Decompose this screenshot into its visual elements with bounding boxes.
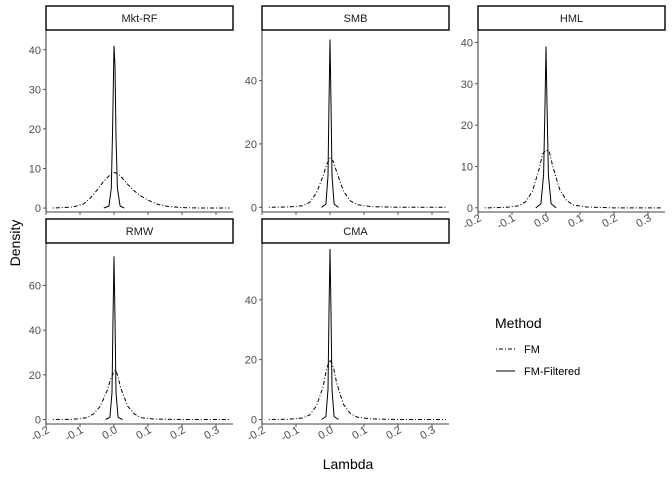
x-tick-label: 0.3 [202,424,221,442]
y-tick-label: 40 [245,76,257,88]
y-tick-label: 20 [29,124,41,136]
facet-strip [477,5,666,31]
y-tick-label: 0 [251,415,257,427]
facet-strip [45,5,234,31]
y-tick-label: 40 [245,295,257,307]
y-tick-label: 20 [29,370,41,382]
x-tick-label: 0.3 [418,424,437,442]
y-tick-label: 30 [461,79,473,91]
y-tick-label: 10 [461,162,473,174]
series-line-fm-filtered [321,248,339,420]
y-tick-label: 20 [245,355,257,367]
facet-panel-hml: HML 0 10 20 30 40 -0.2 -0.1 0.0 0.1 0.2 0.3 [461,5,666,232]
series-line-fm-filtered [105,256,123,420]
y-tick-label: 40 [29,325,41,337]
y-tick-label: 0 [35,415,41,427]
facet-strip [261,5,450,31]
x-tick-label: 0.0 [316,424,335,442]
x-tick-label: 0.2 [168,424,187,442]
facet-strip-title: HML [560,13,583,25]
series-line-fm-filtered [321,39,339,208]
y-tick-label: 20 [245,139,257,151]
x-tick-label: -0.1 [63,424,85,444]
legend: Method FM FM-Filtered [495,315,580,378]
x-tick-label: 0.1 [566,212,585,230]
series-line-fm [268,358,446,420]
facet-strip [261,218,450,244]
series-line-fm-filtered [535,46,557,209]
legend-title: Method [495,315,542,331]
facet-panel-rmw: RMW 0 20 40 60 -0.2 -0.1 0.0 0.1 0.2 0.3 [29,218,234,444]
y-tick-label: 0 [35,203,41,215]
x-tick-label: -0.1 [279,424,301,444]
x-tick-label: 0.1 [350,424,369,442]
y-tick-label: 40 [461,37,473,49]
legend-label: FM-Filtered [524,366,580,378]
x-tick-label: -0.1 [495,212,517,232]
y-tick-label: 10 [29,163,41,175]
series-line-fm [52,369,230,420]
facet-panel-cma: CMA 0 20 40 -0.2 -0.1 0.0 0.1 0.2 0.3 [245,218,450,444]
y-tick-label: 40 [29,45,41,57]
x-tick-label: 0.0 [532,212,551,230]
x-axis-title: Lambda [323,456,374,472]
x-tick-label: 0.3 [634,212,653,230]
facet-strip-title: CMA [343,226,368,238]
facet-panel-mkt-rf: Mkt-RF 0 10 20 30 40 [29,5,234,215]
y-tick-label: 60 [29,280,41,292]
x-tick-label: -0.2 [29,424,51,444]
y-tick-label: 0 [467,203,473,215]
y-tick-label: 20 [461,120,473,132]
x-tick-label: -0.2 [245,424,267,444]
series-line-fm [484,149,662,209]
x-tick-label: 0.1 [134,424,153,442]
y-tick-label: 0 [251,202,257,214]
legend-label: FM [524,344,540,356]
facet-strip-title: RMW [126,226,154,238]
x-tick-label: 0.2 [600,212,619,230]
facet-strip [45,218,234,244]
x-tick-label: -0.2 [461,212,483,232]
facet-panel-smb: SMB 0 20 40 [245,5,450,215]
y-tick-label: 30 [29,84,41,96]
x-tick-label: 0.0 [100,424,119,442]
series-line-fm [268,157,446,208]
series-line-fm [52,171,230,209]
facet-strip-title: SMB [344,13,368,25]
series-line-fm-filtered [103,45,125,209]
x-tick-label: 0.2 [384,424,403,442]
facet-strip-title: Mkt-RF [121,13,157,25]
y-axis-title: Density [7,220,23,267]
